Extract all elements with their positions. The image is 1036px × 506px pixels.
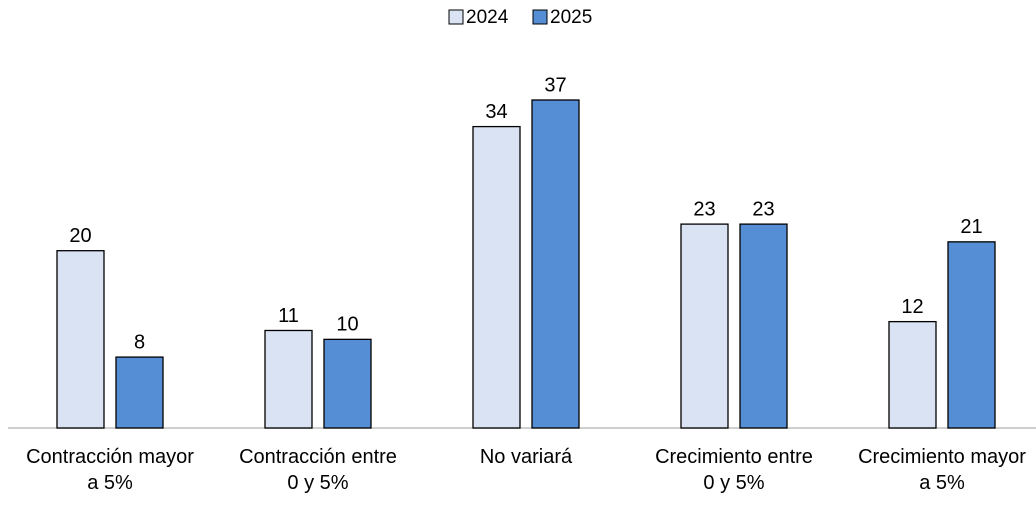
data-label: 34 [485, 101, 507, 123]
legend-swatch [448, 9, 464, 25]
legend-label: 2024 [466, 7, 509, 28]
data-label: 12 [901, 296, 923, 318]
bar [531, 99, 580, 429]
x-tick-label: Contracción mayor a 5% [26, 446, 194, 494]
x-tick-label: Crecimiento entre 0 y 5% [655, 446, 813, 494]
data-label: 21 [960, 216, 982, 238]
bar [472, 125, 521, 429]
x-tick-label: No variará [479, 446, 573, 468]
x-tick-label: Crecimiento mayor a 5% [858, 446, 1026, 494]
bar [56, 250, 105, 429]
bar [680, 223, 729, 429]
data-label: 20 [69, 225, 91, 247]
data-label: 11 [278, 305, 299, 327]
bar [739, 223, 788, 429]
bar [264, 329, 313, 429]
data-label: 23 [693, 198, 715, 220]
legend-swatch [532, 9, 548, 25]
bar [947, 241, 996, 429]
data-label: 23 [752, 198, 774, 220]
legend-label: 2025 [550, 7, 592, 28]
data-label: 10 [336, 314, 358, 336]
data-label: 37 [544, 74, 566, 96]
bar [323, 338, 372, 429]
data-label: 8 [134, 331, 145, 353]
bar [115, 356, 164, 429]
bar [888, 320, 937, 429]
x-tick-label: Contracción entre 0 y 5% [239, 446, 397, 494]
